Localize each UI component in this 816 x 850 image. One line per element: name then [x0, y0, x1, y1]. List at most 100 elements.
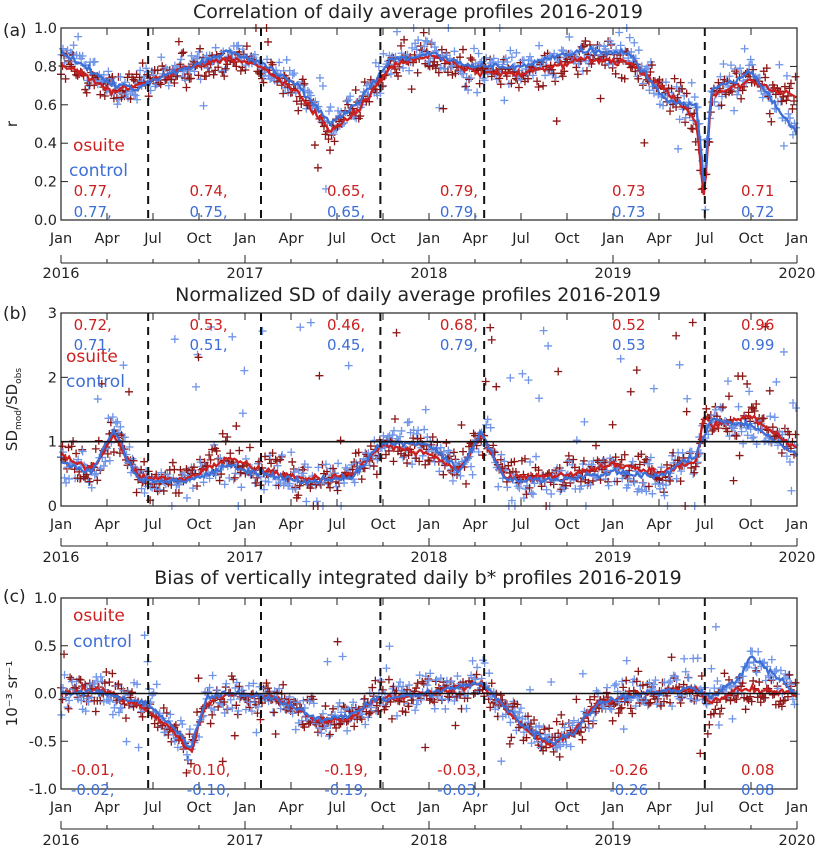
point-osuite — [221, 64, 230, 73]
point-control — [291, 725, 300, 734]
point-control — [711, 405, 720, 414]
y-tick-label: 1 — [48, 435, 57, 451]
point-osuite — [439, 470, 448, 479]
point-control — [176, 716, 185, 725]
point-control — [568, 721, 577, 730]
point-osuite — [220, 697, 229, 706]
point-control — [408, 460, 417, 469]
point-control — [399, 453, 408, 462]
point-osuite — [486, 323, 495, 332]
point-osuite — [153, 723, 162, 732]
point-control — [184, 755, 193, 764]
point-osuite — [179, 48, 188, 57]
point-control — [140, 631, 149, 640]
point-control — [769, 675, 778, 684]
point-osuite — [264, 37, 273, 46]
point-osuite — [236, 66, 245, 75]
point-osuite — [356, 112, 365, 121]
point-osuite — [619, 683, 628, 692]
point-control — [157, 468, 166, 477]
x-tick-label: Jul — [511, 231, 530, 247]
stat-control: 0.99 — [741, 336, 774, 354]
point-control — [63, 703, 72, 712]
point-control — [649, 680, 658, 689]
point-osuite — [747, 697, 756, 706]
point-control — [113, 100, 122, 109]
stat-control: 0.51, — [190, 336, 228, 354]
point-control — [607, 39, 616, 48]
point-control — [426, 669, 435, 678]
year-tick-label: 2020 — [779, 266, 816, 282]
point-osuite — [170, 78, 179, 87]
point-control — [587, 460, 596, 469]
year-tick-label: 2017 — [227, 266, 264, 282]
point-control — [182, 493, 191, 502]
point-control — [610, 681, 619, 690]
point-control — [263, 55, 272, 64]
stat-control: 0.73 — [612, 203, 645, 221]
point-control — [580, 417, 589, 426]
point-osuite — [96, 696, 105, 705]
point-osuite — [384, 446, 393, 455]
point-control — [321, 184, 330, 193]
point-control — [122, 737, 131, 746]
point-control — [142, 64, 151, 73]
point-control — [399, 682, 408, 691]
point-control — [603, 683, 612, 692]
point-osuite — [560, 67, 569, 76]
point-control — [238, 409, 247, 418]
point-osuite — [329, 704, 338, 713]
point-control — [423, 37, 432, 46]
stat-control: 0.65, — [327, 203, 365, 221]
point-osuite — [251, 478, 260, 487]
point-osuite — [138, 712, 147, 721]
point-osuite — [212, 446, 221, 455]
point-control — [178, 720, 187, 729]
stat-control: -0.03, — [437, 781, 481, 799]
point-osuite — [279, 680, 288, 689]
y-tick-label: 1.0 — [34, 591, 57, 607]
point-control — [450, 696, 459, 705]
point-control — [462, 704, 471, 713]
point-osuite — [76, 675, 85, 684]
point-control — [388, 431, 397, 440]
scatter-points — [57, 622, 800, 777]
point-osuite — [717, 704, 726, 713]
y-tick-label: 0.4 — [34, 136, 57, 152]
point-control — [157, 53, 166, 62]
point-control — [506, 373, 515, 382]
point-osuite — [268, 449, 277, 458]
point-osuite — [626, 387, 635, 396]
x-tick-label: Oct — [554, 800, 579, 816]
point-osuite — [459, 45, 468, 54]
point-control — [619, 725, 628, 734]
point-control — [119, 361, 128, 370]
point-osuite — [313, 163, 322, 172]
point-control — [560, 723, 569, 732]
point-osuite — [596, 94, 605, 103]
point-control — [199, 478, 208, 487]
point-osuite — [486, 703, 495, 712]
stat-osuite: 0.96 — [741, 316, 774, 334]
point-osuite — [767, 676, 776, 685]
point-control — [306, 91, 315, 100]
point-control — [408, 43, 417, 52]
point-control — [396, 432, 405, 441]
point-osuite — [626, 704, 635, 713]
point-control — [740, 44, 749, 53]
point-control — [99, 462, 108, 471]
point-control — [791, 404, 800, 413]
point-osuite — [738, 679, 747, 688]
point-control — [551, 73, 560, 82]
point-osuite — [333, 486, 342, 495]
point-osuite — [634, 667, 643, 676]
point-control — [456, 471, 465, 480]
point-osuite — [611, 453, 620, 462]
point-osuite — [505, 739, 514, 748]
point-control — [516, 704, 525, 713]
point-osuite — [466, 54, 475, 63]
point-control — [325, 732, 334, 741]
point-osuite — [193, 482, 202, 491]
point-osuite — [579, 456, 588, 465]
point-osuite — [294, 106, 303, 115]
